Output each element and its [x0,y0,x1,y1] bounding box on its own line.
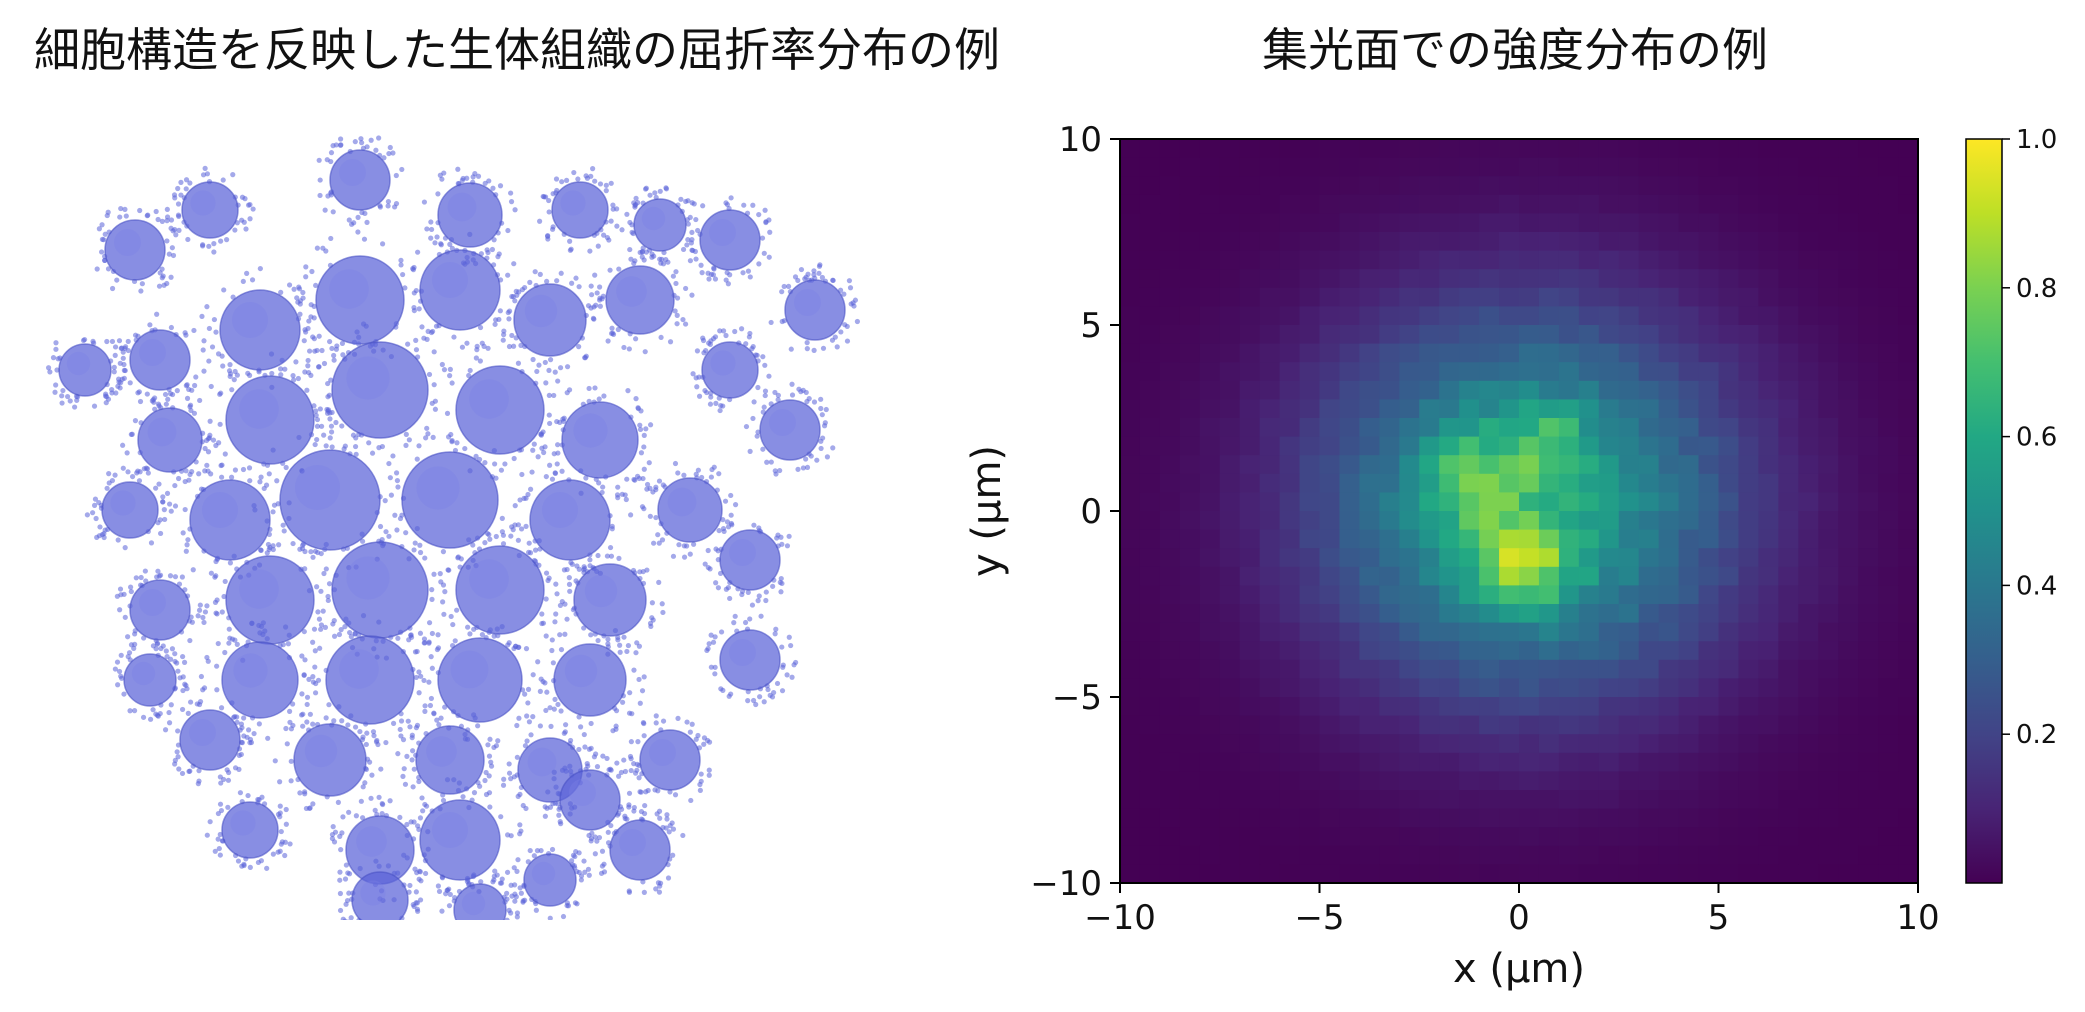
x-tick-label: 0 [1508,898,1530,938]
tissue-cell [204,541,338,663]
tissue-cell [198,620,322,741]
tissue-cell [432,343,567,478]
tissue-cell [684,195,773,287]
tissue-cell [204,790,293,871]
y-tick-label: 5 [1080,306,1102,346]
tissue-cell [164,165,256,255]
tissue-cell [545,751,637,844]
tissue-cell [94,205,179,294]
tissue-cell [294,229,425,363]
tissue-cell [702,519,792,608]
tissue-refractive-index-image [45,135,860,920]
tissue-cell [207,351,335,485]
tissue-cell [84,465,174,551]
y-axis: −10 −5 0 5 10 [1030,120,1120,904]
colorbar-tick-label: 0.2 [2016,720,2057,750]
x-tick-label: 10 [1896,898,1939,938]
tissue-cell [395,709,501,812]
tissue-cell [120,391,222,489]
colorbar-tick-label: 0.8 [2016,274,2057,304]
tissue-cell [114,568,209,658]
tissue-cell [537,166,620,254]
tissue-cell [112,640,190,722]
tissue-panel-title: 細胞構造を反映した生体組織の屈折率分布の例 [34,23,1000,77]
chart-title: 集光面での強度分布の例 [1262,23,1768,77]
colorbar-tick-label: 0.6 [2016,423,2057,453]
tissue-cell [306,321,453,457]
tissue-cell [592,802,686,895]
tissue-cell [690,326,772,414]
colorbar-tick-label: 1.0 [2016,125,2057,155]
tissue-cell [619,185,699,267]
y-tick-label: 10 [1059,120,1102,160]
heatmap-cells [1120,139,1919,884]
tissue-cell [540,385,654,496]
x-axis: −10 −5 0 5 10 [1084,883,1940,938]
tissue-cell [272,702,384,815]
tissue-cell [512,461,634,581]
tissue-cell [316,135,405,227]
tissue-cell [554,552,666,657]
tissue-cell [538,625,647,734]
tissue-cell [162,699,255,787]
tissue-cell [768,262,860,353]
tissue-cell [172,462,292,585]
tissue-cell [329,794,431,904]
tissue-cell [492,269,603,375]
tissue-cell [45,336,128,410]
tissue-cell [301,613,435,748]
tissue-cell [421,166,518,267]
tissue-cell [199,265,318,390]
tissue-cell [401,777,524,895]
tissue-cell [704,613,799,708]
x-tick-label: −5 [1294,898,1344,938]
colorbar: 0.2 0.4 0.6 0.8 1.0 [1965,125,2057,884]
tissue-cell [508,846,592,920]
colorbar-tick-label: 0.4 [2016,571,2057,601]
y-tick-label: −5 [1052,678,1102,718]
y-tick-label: −10 [1030,864,1102,904]
colorbar-gradient [1965,138,2003,884]
x-axis-label: x (µm) [1453,946,1585,992]
tissue-cell [639,460,739,560]
tissue-cell [590,246,695,355]
tissue-cell [431,530,564,652]
tissue-cell [621,713,713,804]
y-tick-label: 0 [1080,492,1102,532]
y-axis-label: y (µm) [964,445,1010,577]
x-tick-label: −10 [1084,898,1156,938]
tissue-cell [337,858,424,920]
tissue-cell [439,872,521,920]
tissue-cell [743,381,836,477]
tissue-cell [400,231,520,353]
x-tick-label: 5 [1708,898,1730,938]
